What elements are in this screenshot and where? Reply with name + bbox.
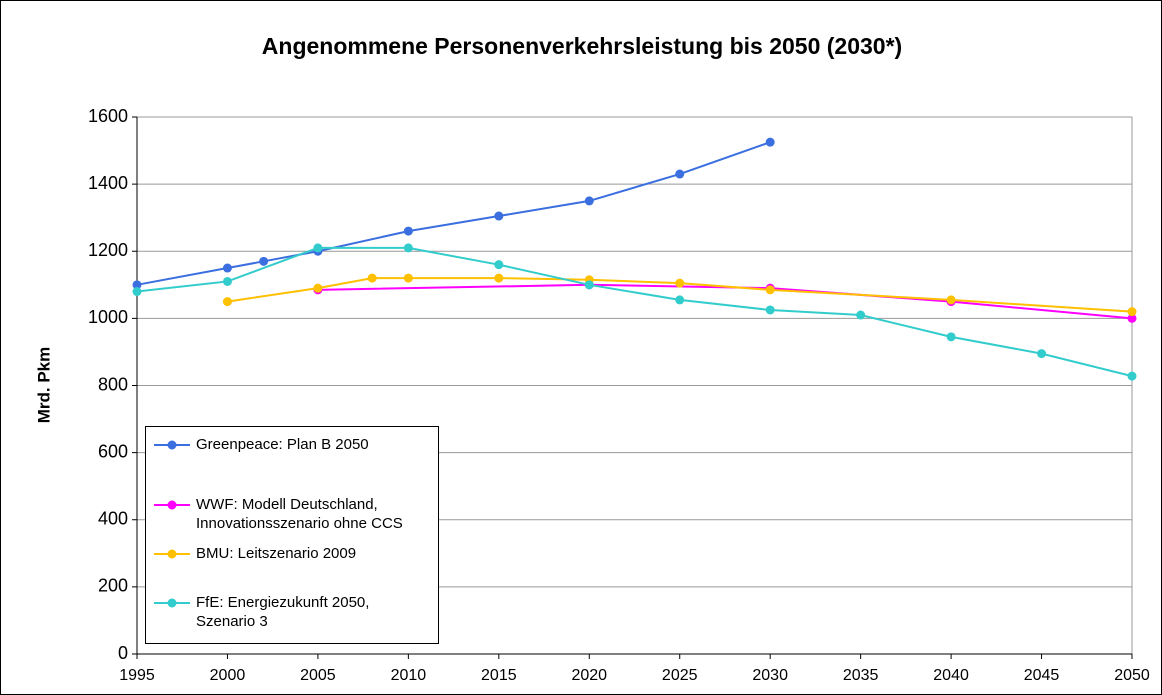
data-point (1127, 313, 1137, 323)
legend-marker (167, 500, 177, 510)
data-point (675, 278, 685, 288)
legend: Greenpeace: Plan B 2050 WWF: Modell Deuts… (145, 426, 439, 644)
legend-label: WWF: Modell Deutschland, Innovationsszen… (196, 496, 403, 532)
data-point (675, 169, 685, 179)
legend-item: BMU: Leitszenario 2009 (152, 544, 431, 563)
data-point (1037, 349, 1047, 359)
y-tick-label: 400 (98, 509, 128, 529)
x-tick-label: 2035 (843, 667, 879, 684)
y-tick-label: 800 (98, 374, 128, 394)
x-tick-label: 2045 (1024, 667, 1060, 684)
series-line (136, 246, 1133, 378)
y-tick-label: 1200 (88, 240, 128, 260)
data-point (313, 283, 323, 293)
data-point (946, 295, 956, 305)
data-point (765, 305, 775, 315)
legend-label: BMU: Leitszenario 2009 (196, 545, 357, 562)
y-tick-label: 200 (98, 576, 128, 596)
chart-title: Angenommene Personenverkehrsleistung bis… (262, 33, 902, 59)
data-point (765, 285, 775, 295)
y-tick-label: 600 (98, 441, 128, 461)
data-point (856, 310, 866, 320)
legend-item: FfE: Energiezukunft 2050, Szenario 3 (152, 593, 431, 631)
data-point (222, 297, 232, 307)
x-tick-label: 2005 (300, 667, 336, 684)
legend-marker (167, 549, 177, 559)
data-point (403, 243, 413, 253)
x-tick-label: 2010 (391, 667, 427, 684)
data-point (259, 256, 269, 266)
legend-marker (167, 440, 177, 450)
data-point (313, 243, 323, 253)
x-tick-label: 2030 (752, 667, 788, 684)
data-point (1127, 307, 1137, 317)
data-point (403, 226, 413, 236)
data-point (584, 196, 594, 206)
data-point (222, 276, 232, 286)
x-tick-label: 2020 (571, 667, 607, 684)
y-tick-label: 1000 (88, 307, 128, 327)
data-point (222, 263, 232, 273)
data-point (367, 273, 377, 283)
legend-label: Greenpeace: Plan B 2050 (196, 436, 369, 453)
y-axis-label: Mrd. Pkm (34, 347, 53, 424)
legend-swatch (154, 440, 190, 450)
data-point (494, 211, 504, 221)
series-line (227, 277, 1133, 313)
data-point (675, 295, 685, 305)
legend-swatch (154, 500, 190, 510)
x-tick-label: 1995 (119, 667, 155, 684)
legend-item: WWF: Modell Deutschland, Innovationsszen… (152, 495, 431, 533)
x-tick-label: 2015 (481, 667, 517, 684)
data-point (1127, 371, 1137, 381)
data-point (494, 260, 504, 270)
data-point (132, 287, 142, 297)
legend-swatch (154, 549, 190, 559)
data-point (494, 273, 504, 283)
y-tick-label: 1400 (88, 173, 128, 193)
x-tick-label: 2040 (933, 667, 969, 684)
legend-swatch (154, 598, 190, 608)
y-tick-label: 0 (118, 643, 128, 663)
data-point (946, 332, 956, 342)
data-point (403, 273, 413, 283)
x-tick-label: 2025 (662, 667, 698, 684)
y-tick-label: 1600 (88, 106, 128, 126)
x-tick-label: 2050 (1114, 667, 1150, 684)
data-point (584, 280, 594, 290)
legend-label: FfE: Energiezukunft 2050, Szenario 3 (196, 594, 370, 630)
data-point (765, 137, 775, 147)
data-point (132, 280, 142, 290)
x-tick-label: 2000 (210, 667, 246, 684)
legend-marker (167, 598, 177, 608)
legend-item: Greenpeace: Plan B 2050 (152, 435, 431, 454)
